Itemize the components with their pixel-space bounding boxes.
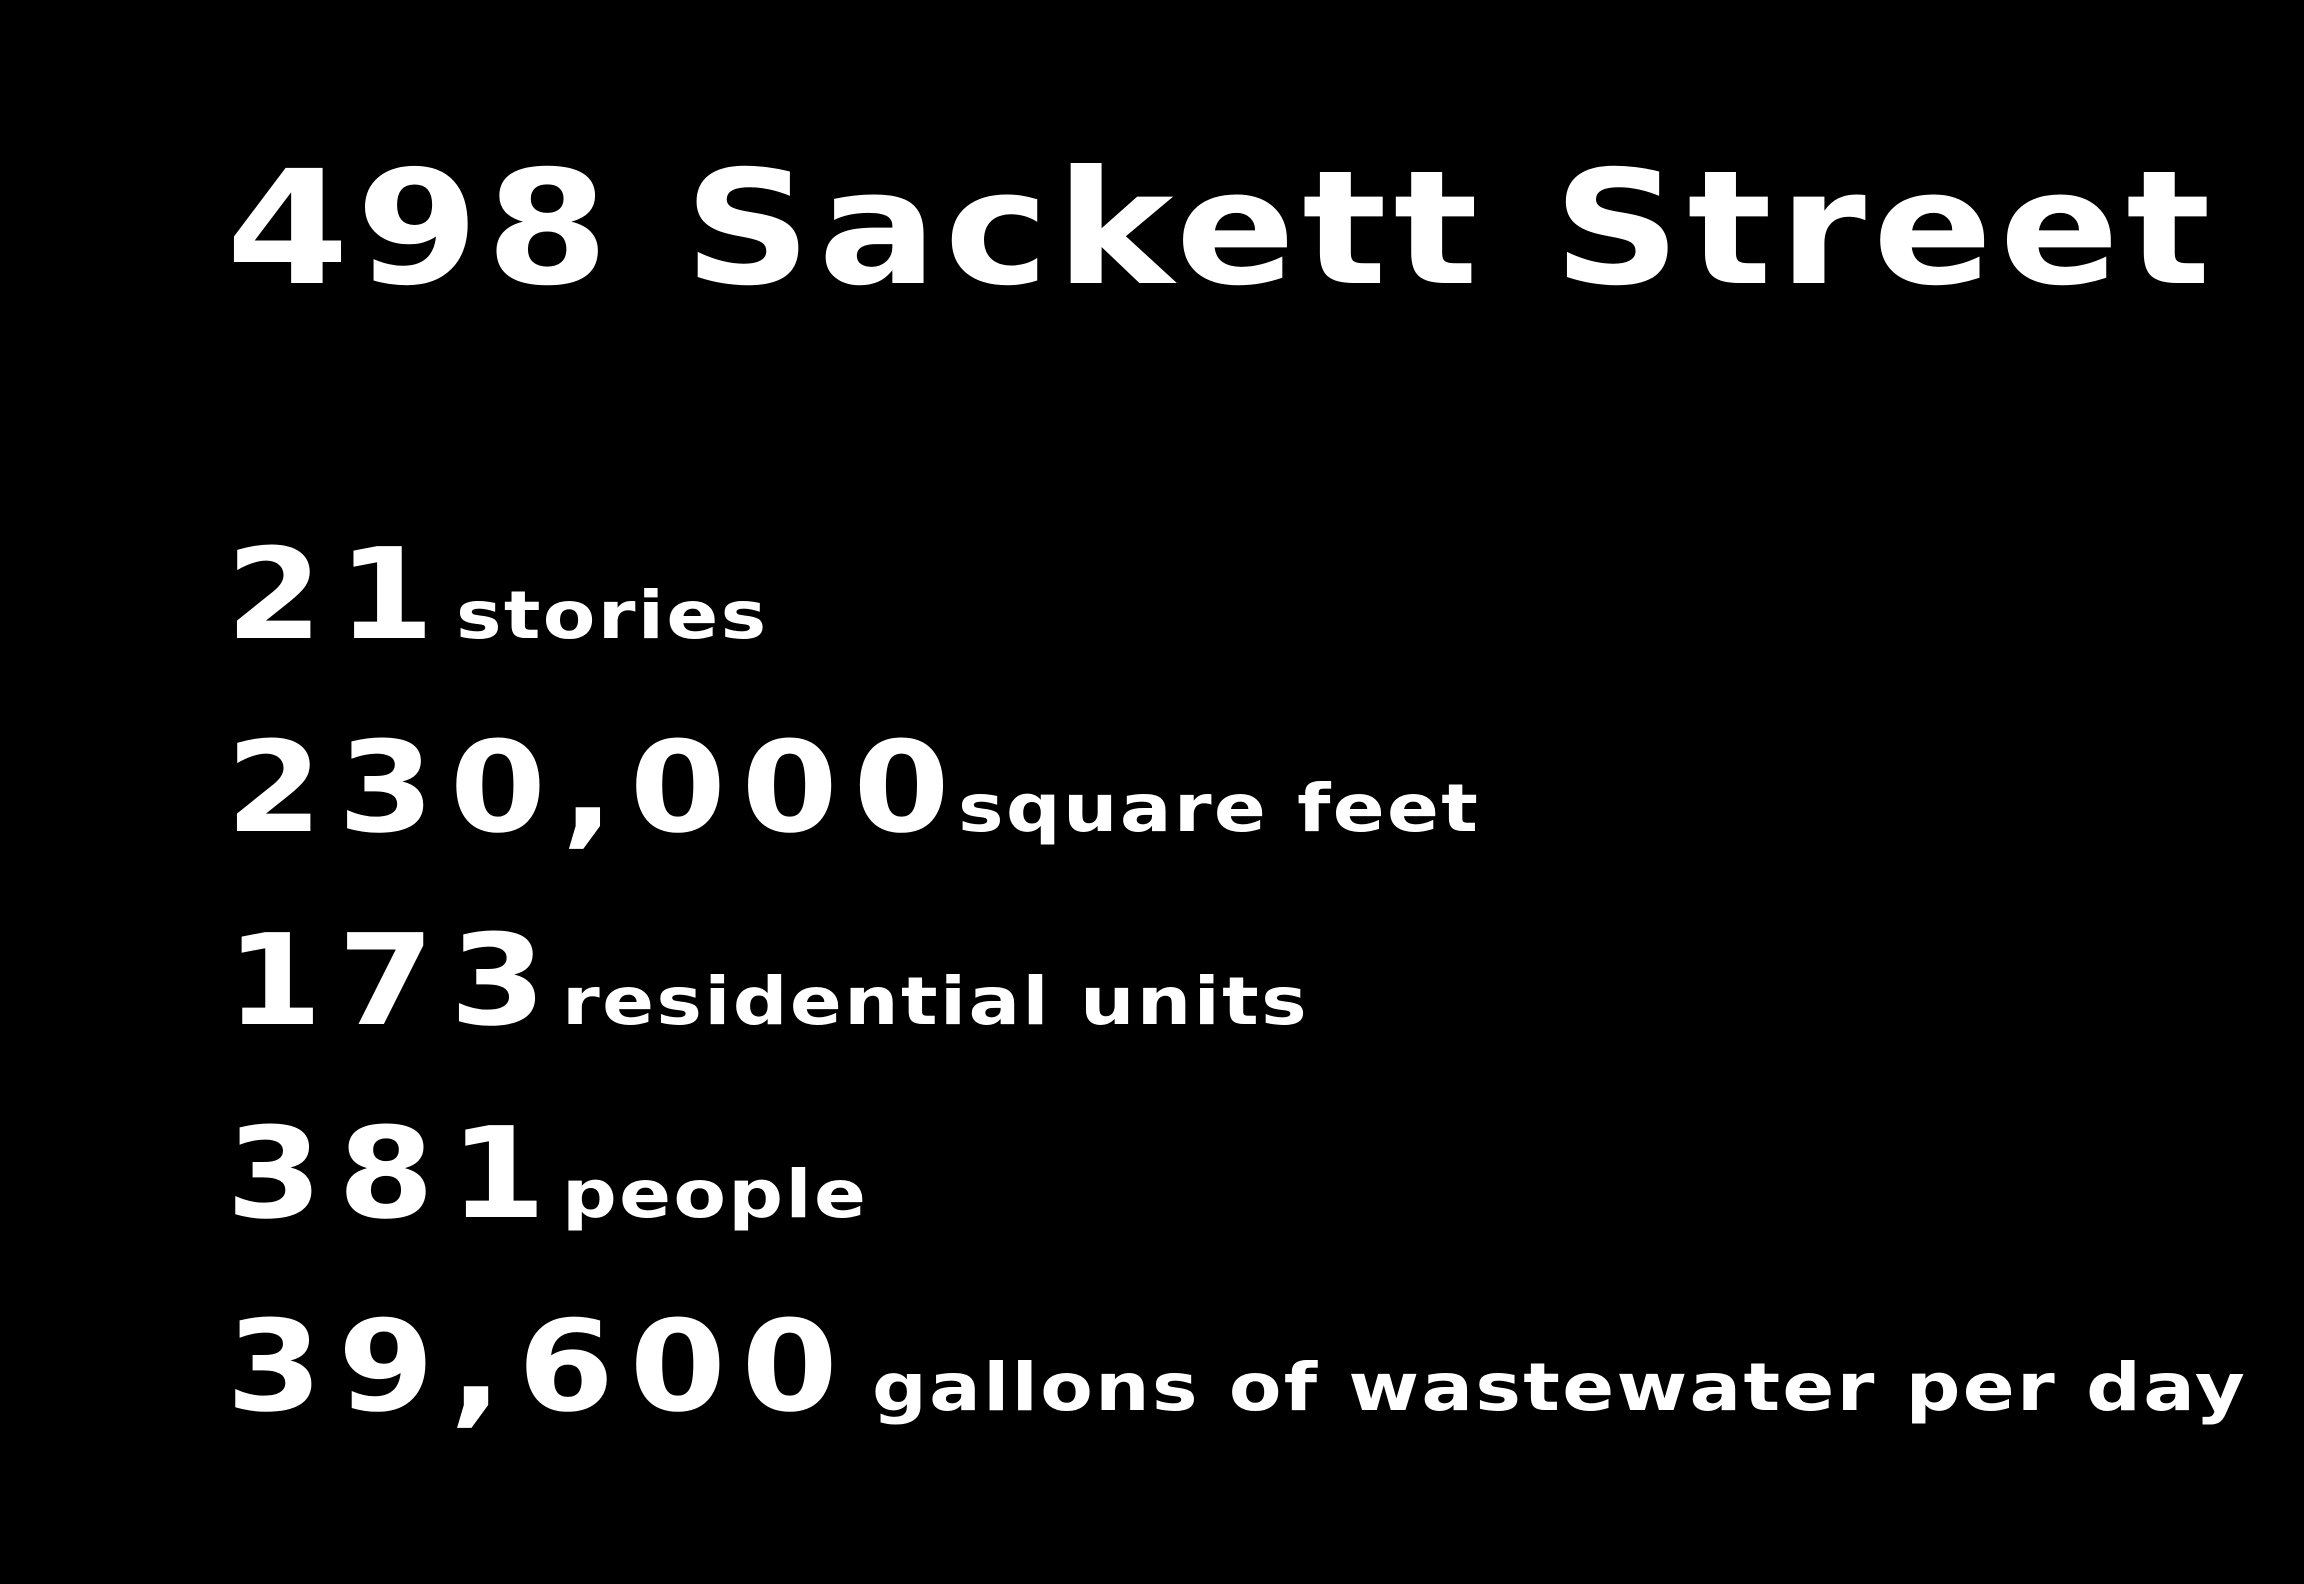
stat-unit: gallons of wastewater per day: [872, 1349, 2248, 1426]
stat-unit: residential units: [562, 963, 1309, 1040]
stat-unit: square feet: [958, 770, 1481, 847]
slide-title: 498 Sackett Street: [226, 137, 2218, 321]
stat-unit: stories: [456, 577, 769, 654]
stat-value: 381: [226, 1100, 562, 1247]
stat-value: 230,000: [226, 714, 966, 861]
stat-square-feet: 230,000square feet: [226, 714, 1478, 861]
stat-wastewater: 39,600 gallons of wastewater per day: [226, 1293, 2245, 1440]
stat-residential-units: 173residential units: [226, 907, 1307, 1054]
stat-value: 39,600: [226, 1293, 854, 1440]
stat-value: 173: [226, 907, 562, 1054]
stat-value: 21: [226, 521, 450, 668]
stat-stories: 21stories: [226, 521, 766, 668]
stat-unit: people: [562, 1156, 869, 1233]
stat-people: 381people: [226, 1100, 866, 1247]
